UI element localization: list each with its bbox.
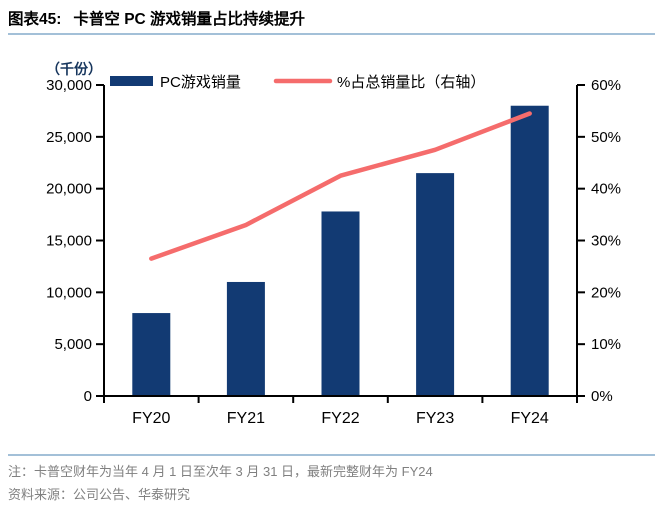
x-axis-label-fy22: FY22 [321, 410, 359, 427]
y-axis-right-tick-label: 50% [591, 129, 621, 146]
y-axis-right-tick-label: 60% [591, 77, 621, 94]
y-axis-left-tick-label: 5,000 [54, 336, 92, 353]
footer-divider [8, 454, 655, 456]
figure-source: 资料来源：公司公告、华泰研究 [8, 487, 191, 502]
y-axis-right-tick-label: 0% [591, 388, 613, 405]
y-axis-right-tick-label: 40% [591, 181, 621, 198]
legend-bar-label: PC游戏销量 [160, 74, 241, 91]
figure-title: 图表45: 卡普空 PC 游戏销量占比持续提升 [8, 7, 305, 29]
bar-fy21 [226, 281, 265, 396]
bar-fy22 [321, 211, 360, 396]
trend-line [149, 111, 532, 261]
x-axis-label-fy23: FY23 [416, 410, 454, 427]
y-axis-left-tick-label: 15,000 [46, 233, 92, 250]
y-axis-left-tick-label: 10,000 [46, 284, 92, 301]
y-axis-right-tick-label: 20% [591, 284, 621, 301]
y-axis-left-tick-label: 30,000 [46, 77, 92, 94]
legend-line-label: %占总销量比（右轴） [337, 74, 485, 91]
x-axis-label-fy20: FY20 [132, 410, 170, 427]
figure-title-text: 卡普空 PC 游戏销量占比持续提升 [73, 11, 306, 28]
y-axis-left-tick-label: 20,000 [46, 181, 92, 198]
chart-canvas: （千份） PC游戏销量 %占总销量比（右轴） 0 5,000 10,000 15,000 20… [46, 61, 621, 427]
legend-bar-swatch-icon [110, 76, 153, 86]
bar-fy20 [132, 313, 171, 396]
y-axis-left-tick-label: 0 [84, 388, 92, 405]
figure-number: 图表45: [8, 11, 62, 28]
y-axis-right-tick-label: 30% [591, 233, 621, 250]
unit-label: （千份） [46, 61, 102, 77]
x-axis-label-fy24: FY24 [511, 410, 549, 427]
bar-fy23 [416, 173, 455, 396]
x-axis-label-fy21: FY21 [227, 410, 265, 427]
title-divider [8, 33, 655, 35]
y-axis-left-tick-label: 25,000 [46, 129, 92, 146]
figure-note: 注：卡普空财年为当年 4 月 1 日至次年 3 月 31 日，最新完整财年为 F… [8, 464, 433, 479]
bar-fy24 [510, 105, 549, 396]
y-axis-right-tick-label: 10% [591, 336, 621, 353]
